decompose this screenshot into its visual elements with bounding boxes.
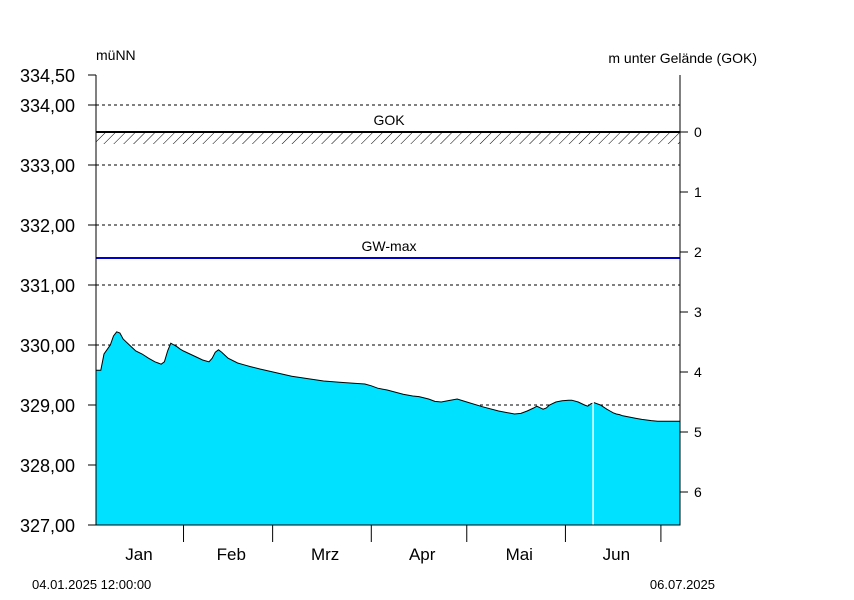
month-label: Jun [603, 545, 630, 564]
right-tick-label: 5 [694, 424, 702, 440]
reference-lines: GOK GW-max [96, 112, 680, 259]
right-tick-label: 3 [694, 304, 702, 320]
month-label: Mai [506, 545, 533, 564]
left-tick-label: 333,00 [20, 156, 75, 176]
left-tick-label: 330,00 [20, 336, 75, 356]
axes [95, 75, 681, 526]
left-tick-label: 327,00 [20, 516, 75, 536]
right-tick-label: 4 [694, 364, 702, 380]
right-axis-ticks: 0 1 2 3 4 5 6 [680, 124, 702, 500]
month-axis: Jan Feb Mrz Apr Mai Jun [125, 525, 662, 564]
left-tick-label: 329,00 [20, 396, 75, 416]
ground-hatch [96, 132, 680, 144]
month-label: Mrz [311, 545, 339, 564]
left-tick-label: 328,00 [20, 456, 75, 476]
month-label: Jan [125, 545, 152, 564]
right-tick-label: 1 [694, 184, 702, 200]
left-tick-label: 331,00 [20, 276, 75, 296]
month-label: Feb [217, 545, 246, 564]
right-tick-label: 6 [694, 484, 702, 500]
water-level-area [95, 331, 681, 526]
x-end-label: 06.07.2025 [650, 577, 715, 592]
month-label: Apr [409, 545, 436, 564]
left-axis-unit-label: müNN [96, 47, 136, 63]
left-tick-label: 332,00 [20, 216, 75, 236]
right-axis-unit-label: m unter Gelände (GOK) [608, 50, 757, 66]
left-axis-ticks: 334,50 334,00 333,00 332,00 331,00 330,00 329,… [20, 66, 96, 536]
gok-label: GOK [373, 112, 405, 128]
x-start-label: 04.01.2025 12:00:00 [32, 577, 151, 592]
right-tick-label: 2 [694, 244, 702, 260]
left-tick-label: 334,50 [20, 66, 75, 86]
right-tick-label: 0 [694, 124, 702, 140]
gw-max-label: GW-max [362, 238, 417, 254]
left-tick-label: 334,00 [20, 96, 75, 116]
